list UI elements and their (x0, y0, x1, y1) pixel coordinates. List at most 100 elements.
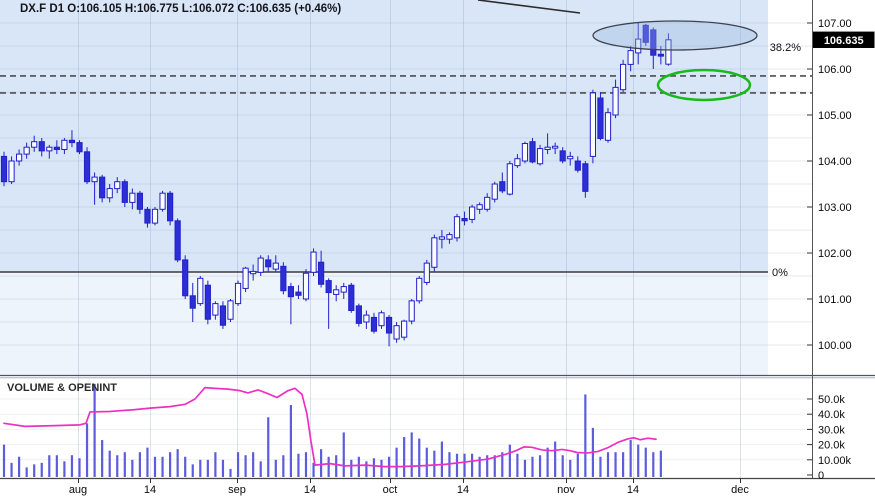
volume-bar (191, 464, 194, 477)
candle (76, 140, 83, 155)
candle (257, 255, 264, 276)
candle-body (151, 208, 159, 224)
volume-bar (146, 447, 149, 477)
volume-bar (599, 456, 602, 477)
volume-bar (184, 456, 187, 477)
candle-body (8, 160, 15, 183)
candle (295, 285, 302, 299)
time-axis-label: nov (557, 484, 575, 496)
volume-bar (2, 444, 6, 477)
candle (385, 315, 393, 347)
candle (265, 255, 272, 272)
candle-body (521, 143, 529, 162)
candle (469, 204, 476, 224)
candle-body (401, 320, 408, 338)
volume-bar (395, 447, 398, 477)
candle (136, 190, 144, 214)
volume-bar (131, 459, 134, 477)
price-axis-label: 103.00 (818, 202, 852, 214)
volume-bar (652, 452, 655, 477)
candle (0, 151, 8, 187)
time-axis-label: oct (383, 484, 398, 496)
candle (536, 144, 544, 166)
price-axis-label: 102.00 (818, 248, 852, 260)
candle-body (46, 146, 53, 152)
candle (310, 248, 317, 276)
candle (393, 322, 400, 343)
candle-body (431, 237, 438, 268)
open-interest-line (3, 386, 657, 468)
candle-body (650, 29, 657, 56)
volume-bar (471, 453, 474, 477)
candle-body (476, 204, 483, 210)
volume-bar (614, 452, 617, 477)
candle (514, 154, 521, 168)
candle (204, 280, 211, 325)
candle (91, 172, 98, 205)
candle (597, 92, 604, 141)
volume-axis-label: 50.0k (818, 394, 845, 406)
candle (627, 46, 634, 72)
volume-bar (372, 458, 376, 477)
candle (333, 285, 340, 302)
volume-axis-label: 30.0k (818, 424, 845, 436)
series-layer (0, 23, 672, 477)
price-axis-label: 107.00 (818, 18, 852, 30)
time-axis-label: 14 (304, 484, 316, 496)
candle-body (393, 325, 400, 340)
candle (272, 255, 279, 272)
volume-bar (10, 462, 13, 477)
volume-bar (501, 452, 504, 477)
volume-bar (486, 455, 489, 477)
volume-bar (33, 464, 36, 477)
volume-bar (221, 459, 225, 477)
volume-bar (644, 447, 647, 477)
volume-bar (108, 450, 111, 477)
volume-bar (418, 438, 421, 477)
candle-body (446, 234, 453, 240)
volume-axis-label: 40.0k (818, 409, 845, 421)
volume-bar (101, 440, 104, 477)
volume-bar (63, 461, 66, 477)
candle (552, 142, 559, 155)
candle-body (333, 289, 340, 295)
volume-bar (274, 459, 277, 477)
volume-bar (531, 456, 534, 477)
volume-bar (116, 455, 119, 477)
candle-body (574, 160, 581, 171)
candle (635, 23, 642, 65)
candle-body (68, 139, 76, 144)
last-price-badge: 106.635 (813, 31, 875, 48)
candle-body (635, 38, 642, 54)
candle (401, 319, 408, 341)
volume-bar (153, 456, 157, 477)
candle (8, 156, 15, 184)
volume-bar (478, 456, 481, 477)
annotations-layer (477, 0, 758, 102)
candle-body (665, 39, 672, 65)
volume-bar (78, 458, 81, 477)
volume-bar (25, 467, 28, 477)
candle-body (23, 146, 30, 155)
volume-bar (176, 449, 179, 477)
volume-bar (433, 450, 436, 477)
candle (38, 138, 45, 157)
candle-body (582, 163, 589, 192)
candle (46, 144, 53, 159)
candle (642, 23, 649, 46)
candle (106, 184, 113, 203)
time-axis-label: 14 (457, 484, 469, 496)
time-axis-label: aug (69, 484, 87, 496)
volume-bar (335, 455, 338, 477)
candle-body (370, 316, 378, 332)
candle-body (408, 300, 415, 322)
volume-bar (289, 405, 292, 477)
candle-body (204, 284, 211, 320)
candle (151, 207, 159, 226)
candle-body (144, 208, 151, 224)
candle (219, 301, 227, 329)
volume-bar (350, 459, 353, 477)
candle-body (257, 257, 264, 273)
